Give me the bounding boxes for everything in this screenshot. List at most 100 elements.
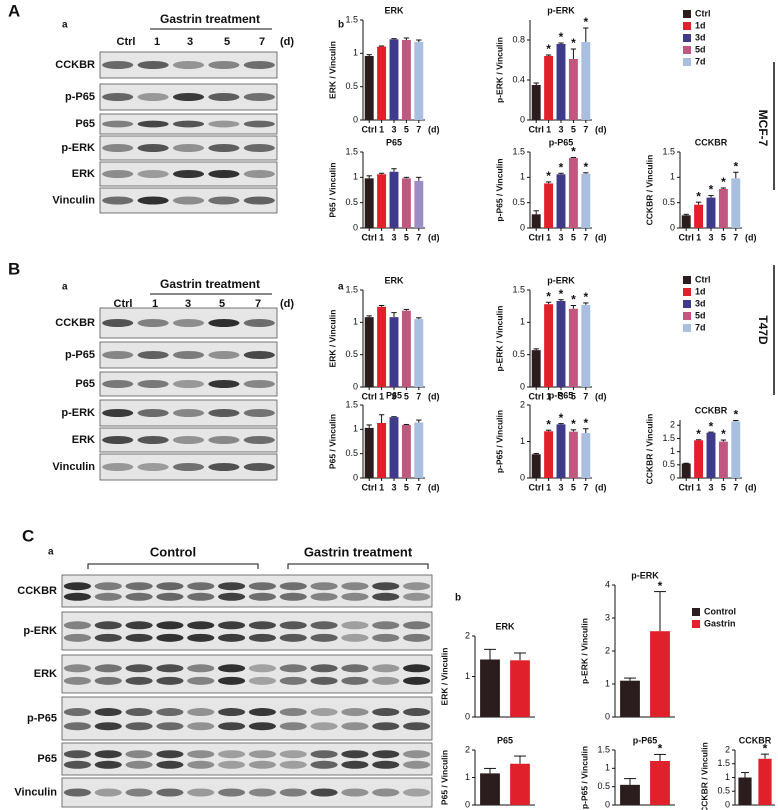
blot-band <box>137 436 169 444</box>
blot-band <box>218 760 246 769</box>
blot-band <box>310 582 338 591</box>
legend-label: 3d <box>695 32 706 42</box>
blot-band <box>218 750 246 759</box>
x-tick-label: 3 <box>391 482 396 492</box>
x-tick-label: 7 <box>416 124 421 134</box>
blot-band <box>156 788 184 797</box>
blot-band <box>243 120 275 128</box>
significance: * <box>583 15 588 29</box>
y-tick-label: 0 <box>353 381 358 391</box>
blot-band <box>63 722 91 731</box>
x-tick-label: 3 <box>558 391 563 401</box>
x-tick-label: 3 <box>708 482 713 492</box>
lane-label: 5 <box>219 298 225 310</box>
y-axis-label: P65 / Vinculin <box>327 414 337 469</box>
blot-band <box>243 319 275 327</box>
bar <box>389 417 399 478</box>
bar <box>531 454 541 478</box>
x-unit: (d) <box>595 482 607 492</box>
bar <box>544 56 554 120</box>
x-tick-label: Ctrl <box>361 391 377 401</box>
blot-band <box>248 592 276 601</box>
blot-band <box>310 592 338 601</box>
blot-band <box>279 722 307 731</box>
y-axis-label: p-ERK / Vinculin <box>494 306 504 372</box>
row-label: CCKBR <box>55 317 95 329</box>
row-label: p-ERK <box>61 142 95 154</box>
significance: * <box>721 427 726 441</box>
lane-label: 7 <box>255 298 261 310</box>
bar <box>581 173 591 228</box>
significance: * <box>733 159 738 173</box>
blot-band <box>341 633 369 642</box>
blot-band <box>187 708 215 717</box>
blot-band <box>125 633 153 642</box>
legend-swatch <box>692 620 700 628</box>
group-label: Control <box>150 544 196 559</box>
lane-label: 3 <box>185 298 191 310</box>
blot-band <box>218 708 246 717</box>
blot-band <box>102 436 134 444</box>
chart-title: CCKBR <box>695 405 728 415</box>
group-bracket <box>287 563 429 569</box>
blot-band <box>403 676 431 685</box>
lane-label: 3 <box>187 36 193 48</box>
y-tick-label: 2 <box>465 630 470 640</box>
legend-swatch <box>683 22 691 30</box>
x-tick-label: Ctrl <box>528 232 544 242</box>
blot-band <box>243 196 275 205</box>
cell-line: T47D <box>756 315 770 345</box>
blot-band <box>243 436 275 444</box>
blot-band <box>137 120 169 128</box>
blot-band <box>341 750 369 759</box>
bar <box>556 174 566 228</box>
blot-label: a <box>62 20 68 31</box>
bar <box>544 304 554 387</box>
blot-band <box>248 722 276 731</box>
y-axis-label: ERK / Vinculin <box>439 648 449 706</box>
x-tick-label: 5 <box>571 482 576 492</box>
chart-title: p-P65 <box>549 137 574 147</box>
significance: * <box>571 293 576 307</box>
blot-band <box>403 633 431 642</box>
y-axis-label: CCKBR / Vinculin <box>699 742 709 810</box>
chart-title: p-P65 <box>633 735 658 745</box>
blot-band <box>341 788 369 797</box>
blot-band <box>248 760 276 769</box>
blot-band <box>208 351 240 359</box>
chart-title: P65 <box>386 137 402 147</box>
blot-band <box>243 61 275 69</box>
x-tick-label: 3 <box>391 232 396 242</box>
significance: * <box>733 408 738 422</box>
legend-label: 7d <box>695 56 706 66</box>
y-tick-label: 1 <box>520 172 525 182</box>
bar <box>531 214 541 228</box>
bar <box>480 773 500 805</box>
bar <box>414 319 424 387</box>
blot-band <box>243 463 275 471</box>
significance: * <box>763 741 768 755</box>
bar <box>581 304 591 387</box>
blot-band <box>218 676 246 685</box>
blot-band <box>208 120 240 128</box>
blot-band <box>172 409 205 417</box>
blot-band <box>218 592 246 601</box>
y-tick-label: 1.5 <box>662 433 675 443</box>
blot-band <box>341 664 369 673</box>
x-tick-label: 7 <box>416 391 421 401</box>
blot-band <box>102 196 134 205</box>
blot-band <box>310 722 338 731</box>
bar <box>414 42 424 120</box>
bar <box>568 59 578 120</box>
x-tick-label: 1 <box>379 232 384 242</box>
blot-band <box>279 621 307 630</box>
blot-band <box>279 788 307 797</box>
blot-band <box>208 409 240 417</box>
blot-band <box>137 196 169 205</box>
blot-band <box>156 621 184 630</box>
y-tick-label: 1.5 <box>345 146 358 156</box>
blot-band <box>125 676 153 685</box>
blot-band <box>156 633 184 642</box>
blot-band <box>137 463 169 471</box>
